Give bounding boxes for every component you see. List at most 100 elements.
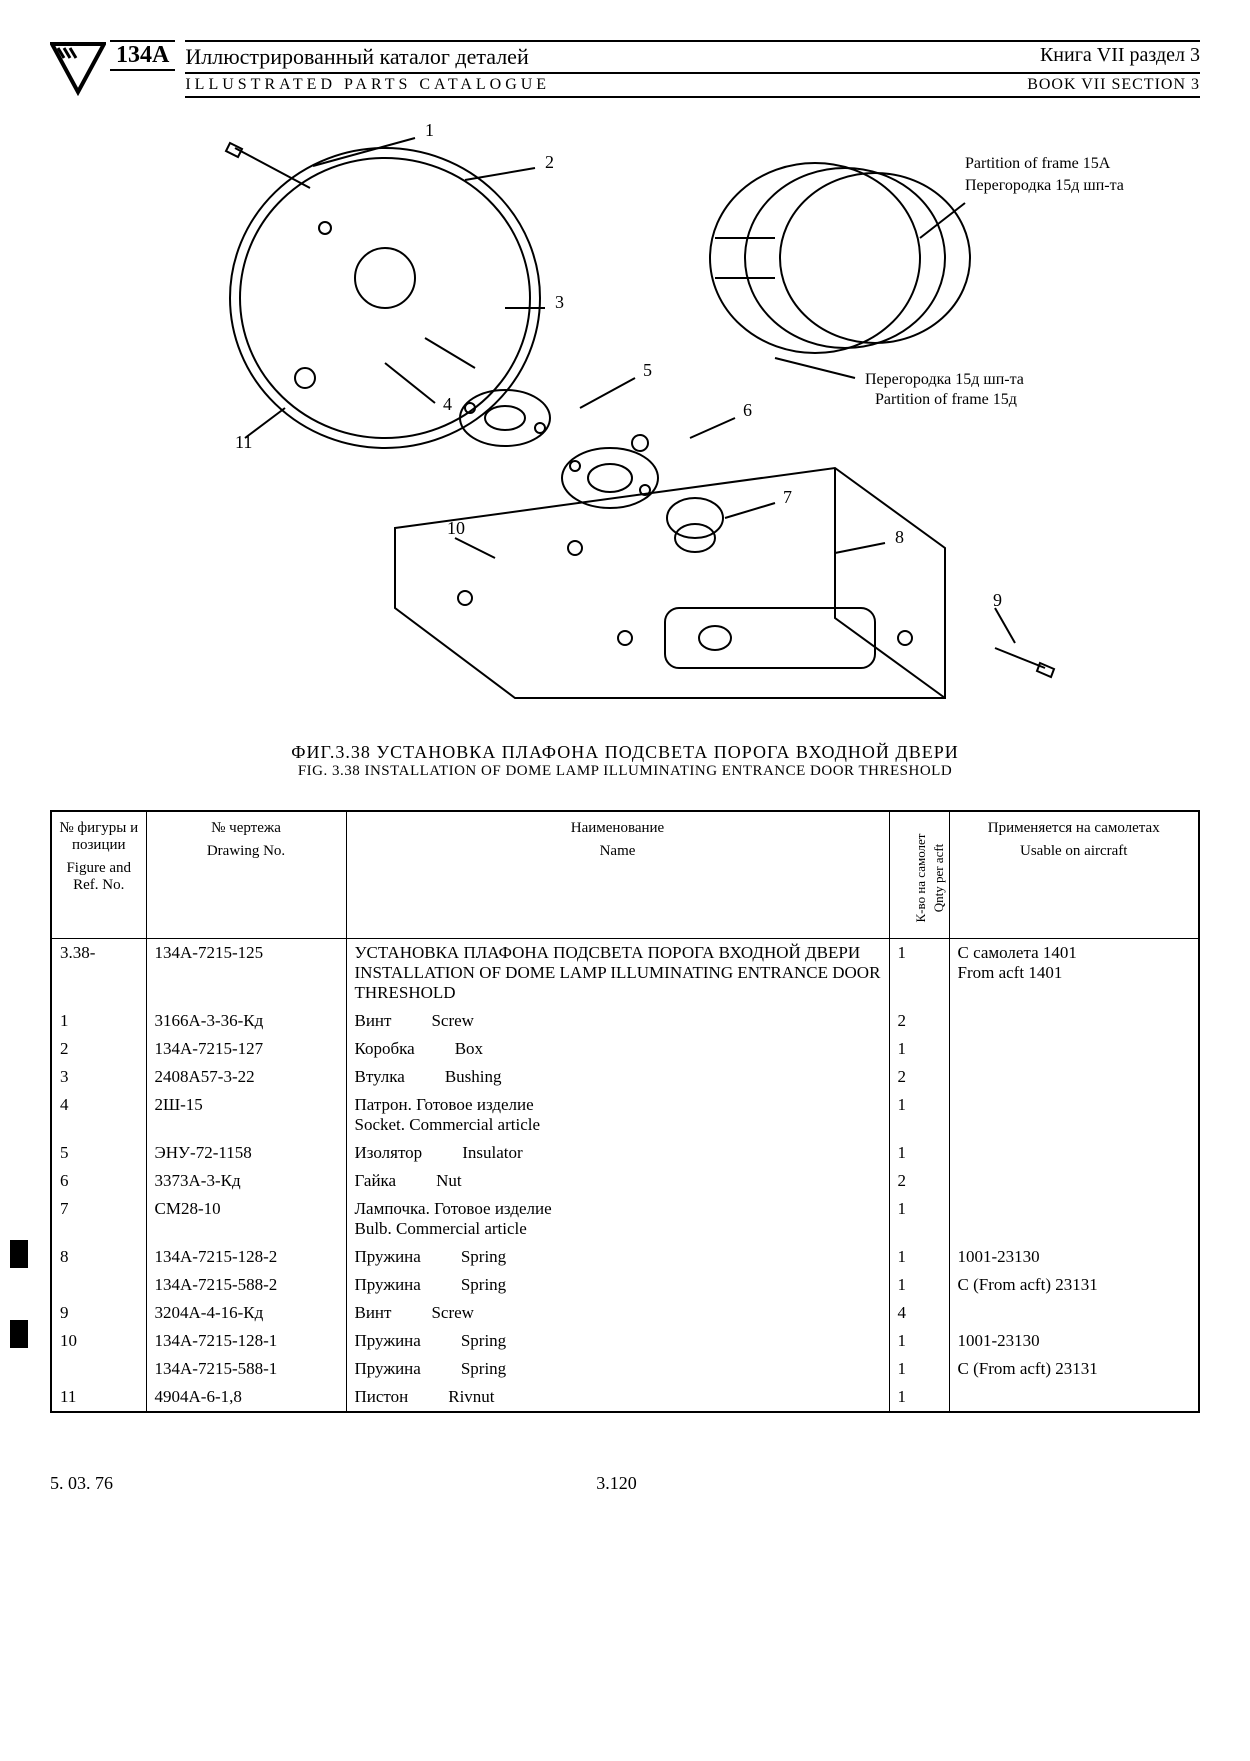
cell-usable: [949, 1139, 1199, 1167]
table-row: 63373A-3-КдГайкаNut2: [51, 1167, 1199, 1195]
cell-usable: [949, 1167, 1199, 1195]
cell-qty: 1: [889, 1091, 949, 1139]
callout-10: 10: [447, 518, 465, 538]
figure-caption: ФИГ.3.38 УСТАНОВКА ПЛАФОНА ПОДСВЕТА ПОРО…: [50, 742, 1200, 780]
cell-ref: 9: [51, 1299, 146, 1327]
cell-ref: 2: [51, 1035, 146, 1063]
cell-qty: 1: [889, 1383, 949, 1412]
catalogue-title-ru: Иллюстрированный каталог деталей: [185, 44, 528, 70]
diagram-svg: 1234567891011 Partition of frame 15AПере…: [50, 108, 1200, 728]
cell-qty: 1: [889, 1327, 949, 1355]
cell-drawing: 134A-7215-588-2: [146, 1271, 346, 1299]
cell-name: Патрон. Готовое изделиеSocket. Commercia…: [346, 1091, 889, 1139]
figure-caption-ru: ФИГ.3.38 УСТАНОВКА ПЛАФОНА ПОДСВЕТА ПОРО…: [50, 742, 1200, 763]
col-usable: Применяется на самолетах Usable on aircr…: [949, 811, 1199, 939]
cell-name: ВинтScrew: [346, 1299, 889, 1327]
exploded-diagram: 1234567891011 Partition of frame 15AПере…: [50, 108, 1200, 728]
cell-drawing: 2Ш-15: [146, 1091, 346, 1139]
revision-mark: [10, 1320, 28, 1348]
table-row: 134A-7215-588-1ПружинаSpring1С (From acf…: [51, 1355, 1199, 1383]
col-figure: № фигуры и позиции Figure and Ref. No.: [51, 811, 146, 939]
table-row: 8134A-7215-128-2ПружинаSpring11001-23130: [51, 1243, 1199, 1271]
cell-drawing: 134A-7215-588-1: [146, 1355, 346, 1383]
title-line-ru: Иллюстрированный каталог деталей Книга V…: [185, 40, 1200, 74]
cell-ref: 1: [51, 1007, 146, 1035]
callout-4: 4: [443, 394, 452, 414]
page-footer: 5. 03. 76 3.120: [50, 1473, 1200, 1494]
cell-ref: 3.38-: [51, 939, 146, 1008]
catalogue-title-en: ILLUSTRATED PARTS CATALOGUE: [185, 76, 550, 94]
cell-name: УСТАНОВКА ПЛАФОНА ПОДСВЕТА ПОРОГА ВХОДНО…: [346, 939, 889, 1008]
table-row: 32408A57-3-22ВтулкаBushing2: [51, 1063, 1199, 1091]
cell-qty: 2: [889, 1007, 949, 1035]
table-row: 13166A-3-36-КдВинтScrew2: [51, 1007, 1199, 1035]
col-name: Наименование Name: [346, 811, 889, 939]
cell-drawing: СМ28-10: [146, 1195, 346, 1243]
cell-usable: [949, 1383, 1199, 1412]
callout-8: 8: [895, 527, 904, 547]
cell-ref: 3: [51, 1063, 146, 1091]
cell-usable: С (From acft) 23131: [949, 1271, 1199, 1299]
col-qty: К-во на самолет Qnty per acft: [889, 811, 949, 939]
diagram-label-2-ru: Перегородка 15д шп-та: [865, 371, 1024, 388]
model-number: 134A: [110, 40, 175, 71]
table-row: 3.38-134A-7215-125УСТАНОВКА ПЛАФОНА ПОДС…: [51, 939, 1199, 1008]
cell-drawing: 3166A-3-36-Кд: [146, 1007, 346, 1035]
cell-drawing: 134A-7215-127: [146, 1035, 346, 1063]
cell-usable: С (From acft) 23131: [949, 1355, 1199, 1383]
callout-5: 5: [643, 360, 652, 380]
cell-drawing: 3373A-3-Кд: [146, 1167, 346, 1195]
cell-drawing: 134A-7215-128-2: [146, 1243, 346, 1271]
callout-1: 1: [425, 120, 434, 140]
logo-icon: [50, 40, 106, 96]
cell-name: Лампочка. Готовое изделиеBulb. Commercia…: [346, 1195, 889, 1243]
table-row: 5ЭНУ-72-1158ИзоляторInsulator1: [51, 1139, 1199, 1167]
cell-ref: 5: [51, 1139, 146, 1167]
cell-usable: [949, 1035, 1199, 1063]
table-row: 114904A-6-1,8ПистонRivnut1: [51, 1383, 1199, 1412]
cell-qty: 1: [889, 1195, 949, 1243]
cell-name: ГайкаNut: [346, 1167, 889, 1195]
title-line-en: ILLUSTRATED PARTS CATALOGUE BOOK VII SEC…: [185, 74, 1200, 98]
table-row: 134A-7215-588-2ПружинаSpring1С (From acf…: [51, 1271, 1199, 1299]
cell-ref: [51, 1271, 146, 1299]
col-drawing: № чертежа Drawing No.: [146, 811, 346, 939]
cell-drawing: 2408A57-3-22: [146, 1063, 346, 1091]
footer-date: 5. 03. 76: [50, 1473, 113, 1494]
cell-name: КоробкаBox: [346, 1035, 889, 1063]
cell-usable: 1001-23130: [949, 1243, 1199, 1271]
figure-caption-en: FIG. 3.38 INSTALLATION OF DOME LAMP ILLU…: [50, 763, 1200, 780]
diagram-label-1-ru: Перегородка 15д шп-та: [965, 177, 1124, 194]
cell-drawing: ЭНУ-72-1158: [146, 1139, 346, 1167]
book-section-ru: Книга VII раздел 3: [1040, 44, 1200, 70]
cell-usable: 1001-23130: [949, 1327, 1199, 1355]
diagram-label-1-en: Partition of frame 15A: [965, 155, 1111, 172]
cell-name: ПружинаSpring: [346, 1327, 889, 1355]
callout-3: 3: [555, 292, 564, 312]
cell-drawing: 3204A-4-16-Кд: [146, 1299, 346, 1327]
cell-name: ИзоляторInsulator: [346, 1139, 889, 1167]
cell-usable: [949, 1063, 1199, 1091]
cell-qty: 1: [889, 1035, 949, 1063]
callout-7: 7: [783, 487, 792, 507]
callout-2: 2: [545, 152, 554, 172]
footer-page-number: 3.120: [596, 1473, 637, 1494]
cell-usable: [949, 1091, 1199, 1139]
cell-qty: 2: [889, 1167, 949, 1195]
cell-ref: 6: [51, 1167, 146, 1195]
cell-ref: 8: [51, 1243, 146, 1271]
cell-ref: 4: [51, 1091, 146, 1139]
callout-6: 6: [743, 400, 752, 420]
cell-usable: [949, 1007, 1199, 1035]
cell-qty: 1: [889, 1271, 949, 1299]
cell-name: ПружинаSpring: [346, 1355, 889, 1383]
cell-usable: С самолета 1401From acft 1401: [949, 939, 1199, 1008]
cell-name: ПружинаSpring: [346, 1243, 889, 1271]
table-row: 93204A-4-16-КдВинтScrew4: [51, 1299, 1199, 1327]
revision-mark: [10, 1240, 28, 1268]
cell-ref: 7: [51, 1195, 146, 1243]
callout-9: 9: [993, 590, 1002, 610]
page-header: 134A Иллюстрированный каталог деталей Кн…: [50, 40, 1200, 98]
cell-ref: 11: [51, 1383, 146, 1412]
cell-qty: 1: [889, 1139, 949, 1167]
